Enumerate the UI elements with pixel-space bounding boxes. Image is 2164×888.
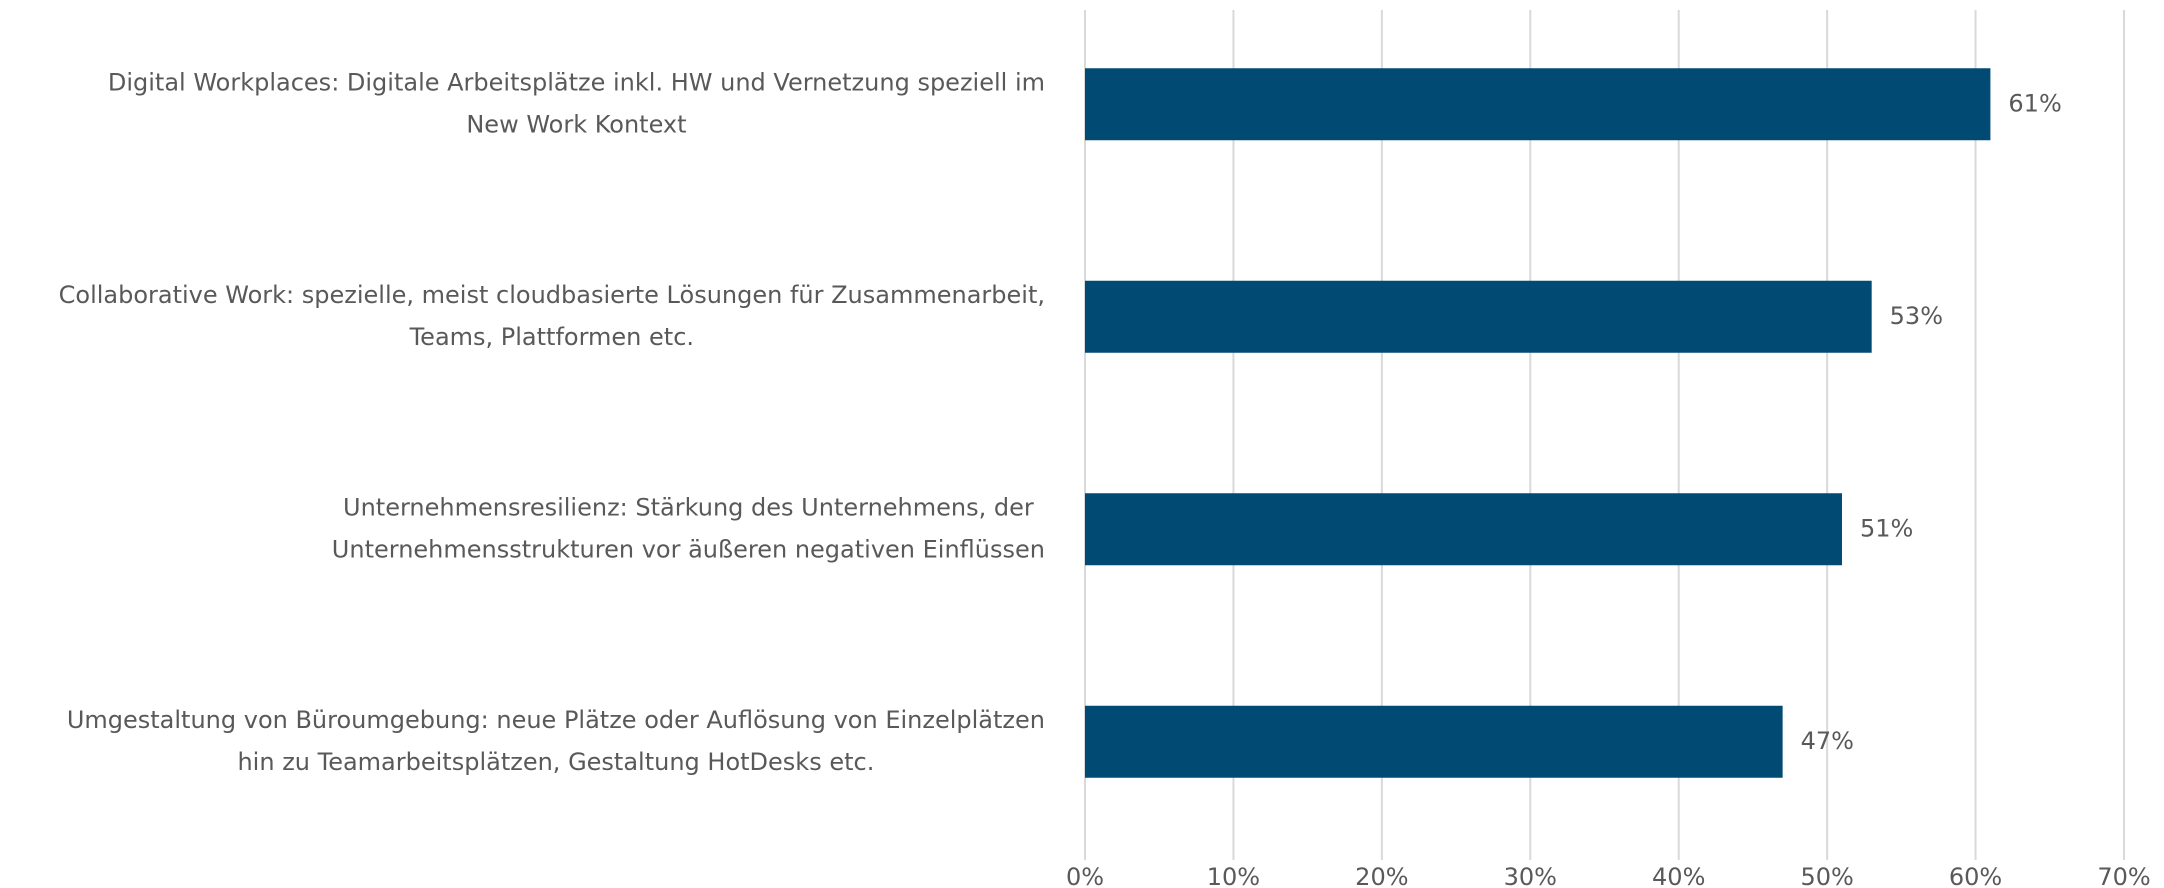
category-label: New Work Kontext: [466, 110, 686, 138]
bar: [1085, 68, 1991, 141]
category-label: Digital Workplaces: Digitale Arbeitsplät…: [108, 68, 1045, 96]
x-tick-label: 30%: [1504, 863, 1557, 888]
bar: [1085, 705, 1783, 778]
bar: [1085, 493, 1842, 566]
value-label: 53%: [1890, 302, 1943, 330]
x-tick-label: 50%: [1800, 863, 1853, 888]
category-label: Unternehmensresilienz: Stärkung des Unte…: [343, 493, 1034, 521]
category-label: Unternehmensstrukturen vor äußeren negat…: [332, 535, 1045, 563]
category-label: Umgestaltung von Büroumgebung: neue Plät…: [67, 706, 1045, 734]
value-label: 47%: [1801, 727, 1854, 755]
x-tick-label: 40%: [1652, 863, 1705, 888]
category-label: Collaborative Work: spezielle, meist clo…: [59, 281, 1045, 309]
category-label: Teams, Plattformen etc.: [409, 323, 694, 351]
x-tick-label: 60%: [1949, 863, 2002, 888]
x-tick-label: 0%: [1066, 863, 1104, 888]
x-tick-label: 10%: [1207, 863, 1260, 888]
bar: [1085, 280, 1872, 353]
x-tick-label: 70%: [2097, 863, 2150, 888]
category-label: hin zu Teamarbeitsplätzen, Gestaltung Ho…: [237, 748, 874, 776]
value-label: 61%: [2008, 89, 2061, 117]
value-label: 51%: [1860, 514, 1913, 542]
x-tick-label: 20%: [1355, 863, 1408, 888]
